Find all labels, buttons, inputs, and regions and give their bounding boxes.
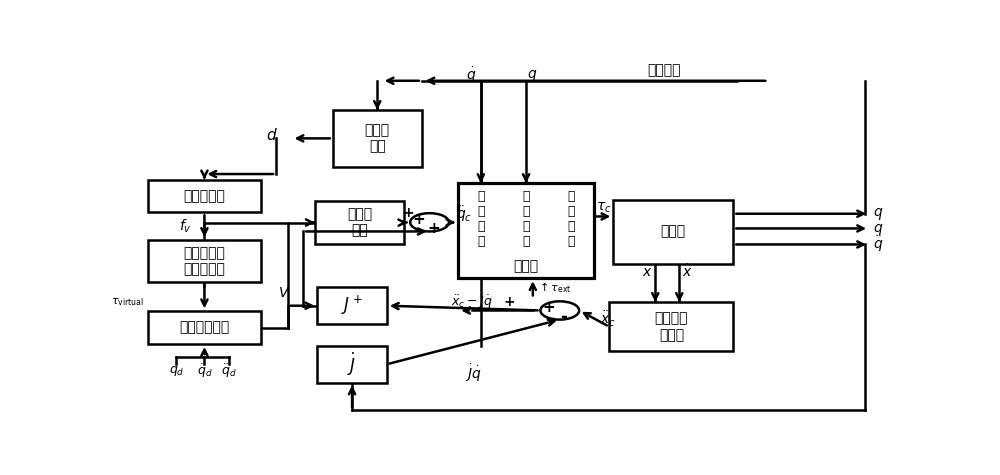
Text: $\dot{q}_d$: $\dot{q}_d$ bbox=[197, 362, 212, 380]
Text: $\dot{J}$: $\dot{J}$ bbox=[347, 351, 357, 378]
Text: 闭
环
反
馈: 闭 环 反 馈 bbox=[477, 190, 485, 248]
Text: $f_v$: $f_v$ bbox=[179, 218, 191, 235]
Text: $\ddot{x}_c - \dot{J}\dot{q}$: $\ddot{x}_c - \dot{J}\dot{q}$ bbox=[451, 292, 492, 311]
Text: $\dot{q}$: $\dot{q}$ bbox=[873, 218, 883, 238]
Text: $\dot{J}\dot{q}$: $\dot{J}\dot{q}$ bbox=[465, 362, 482, 384]
Text: $\uparrow\tau_{\rm ext}$: $\uparrow\tau_{\rm ext}$ bbox=[537, 280, 571, 295]
Text: $\tau_{\rm virtual}$: $\tau_{\rm virtual}$ bbox=[111, 296, 144, 308]
FancyBboxPatch shape bbox=[458, 183, 594, 278]
Text: $\tau_c$: $\tau_c$ bbox=[596, 200, 611, 215]
FancyBboxPatch shape bbox=[317, 346, 387, 382]
Text: $J^+$: $J^+$ bbox=[341, 294, 363, 317]
FancyBboxPatch shape bbox=[317, 287, 387, 324]
Text: 关节阻抗控制: 关节阻抗控制 bbox=[179, 321, 230, 335]
Text: 潜在碰撞点
雅克比矩阵: 潜在碰撞点 雅克比矩阵 bbox=[184, 246, 225, 276]
Text: $V$: $V$ bbox=[278, 286, 290, 300]
Text: $q$: $q$ bbox=[873, 206, 883, 221]
Text: 人工势场法: 人工势场法 bbox=[184, 189, 225, 203]
Text: $\ddot{q}_d$: $\ddot{q}_d$ bbox=[221, 362, 237, 380]
Text: $\dot{x}$: $\dot{x}$ bbox=[682, 263, 692, 280]
Text: 误
差
约
束: 误 差 约 束 bbox=[522, 190, 530, 248]
Text: $\ddot{x}_c$: $\ddot{x}_c$ bbox=[600, 310, 616, 329]
Circle shape bbox=[540, 301, 579, 320]
Text: $\ddot{q}_c$: $\ddot{q}_c$ bbox=[456, 204, 473, 224]
Text: 控制器: 控制器 bbox=[514, 259, 539, 274]
Text: 三维点云: 三维点云 bbox=[647, 63, 680, 77]
FancyBboxPatch shape bbox=[148, 311, 261, 344]
Text: $q_d$: $q_d$ bbox=[169, 364, 184, 378]
FancyBboxPatch shape bbox=[613, 200, 733, 264]
Text: $x$: $x$ bbox=[642, 265, 653, 279]
FancyBboxPatch shape bbox=[333, 110, 422, 167]
FancyBboxPatch shape bbox=[609, 302, 733, 352]
FancyBboxPatch shape bbox=[315, 201, 404, 244]
FancyBboxPatch shape bbox=[148, 240, 261, 282]
Text: 机械臂: 机械臂 bbox=[661, 225, 686, 238]
Text: +: + bbox=[427, 221, 440, 236]
Text: +: + bbox=[504, 295, 515, 309]
Text: 任务空间
控制器: 任务空间 控制器 bbox=[655, 312, 688, 342]
Text: +: + bbox=[402, 206, 414, 220]
Text: $\dot{q}$: $\dot{q}$ bbox=[466, 66, 477, 85]
Text: $q$: $q$ bbox=[527, 68, 537, 83]
Text: +: + bbox=[413, 212, 425, 227]
Text: 神
经
网
络: 神 经 网 络 bbox=[568, 190, 575, 248]
FancyBboxPatch shape bbox=[148, 180, 261, 212]
Text: 零空间
矩阵: 零空间 矩阵 bbox=[347, 208, 372, 238]
Text: $\ddot{q}$: $\ddot{q}$ bbox=[873, 235, 883, 254]
Text: 障碍物
检测: 障碍物 检测 bbox=[365, 124, 390, 153]
Text: +: + bbox=[543, 300, 555, 315]
Text: -: - bbox=[560, 308, 567, 326]
Circle shape bbox=[410, 213, 449, 231]
Text: $d$: $d$ bbox=[266, 127, 278, 142]
